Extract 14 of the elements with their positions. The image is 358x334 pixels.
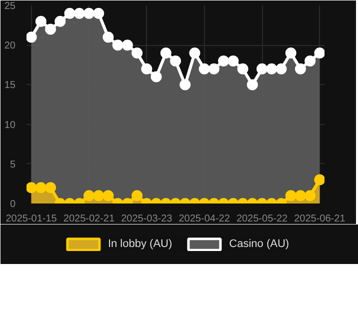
y-tick-label: 15 (4, 80, 16, 92)
x-tick-label: 2025-05-22 (236, 214, 288, 224)
y-tick-label: 25 (4, 1, 16, 12)
x-tick-label: 2025-06-21 (294, 214, 346, 224)
x-tick-label: 2025-03-23 (121, 214, 173, 224)
y-tick-label: 10 (4, 120, 16, 131)
x-tick-label: 2025-04-22 (178, 214, 230, 224)
legend-label: In lobby (AU) (108, 238, 172, 250)
legend-label: Casino (AU) (229, 238, 290, 250)
y-tick-label: 0 (10, 199, 16, 210)
y-tick-label: 20 (4, 40, 16, 52)
x-tick-label: 2025-02-21 (63, 214, 115, 224)
x-tick-label: 2025-01-15 (6, 214, 58, 224)
y-tick-label: 5 (10, 159, 16, 170)
